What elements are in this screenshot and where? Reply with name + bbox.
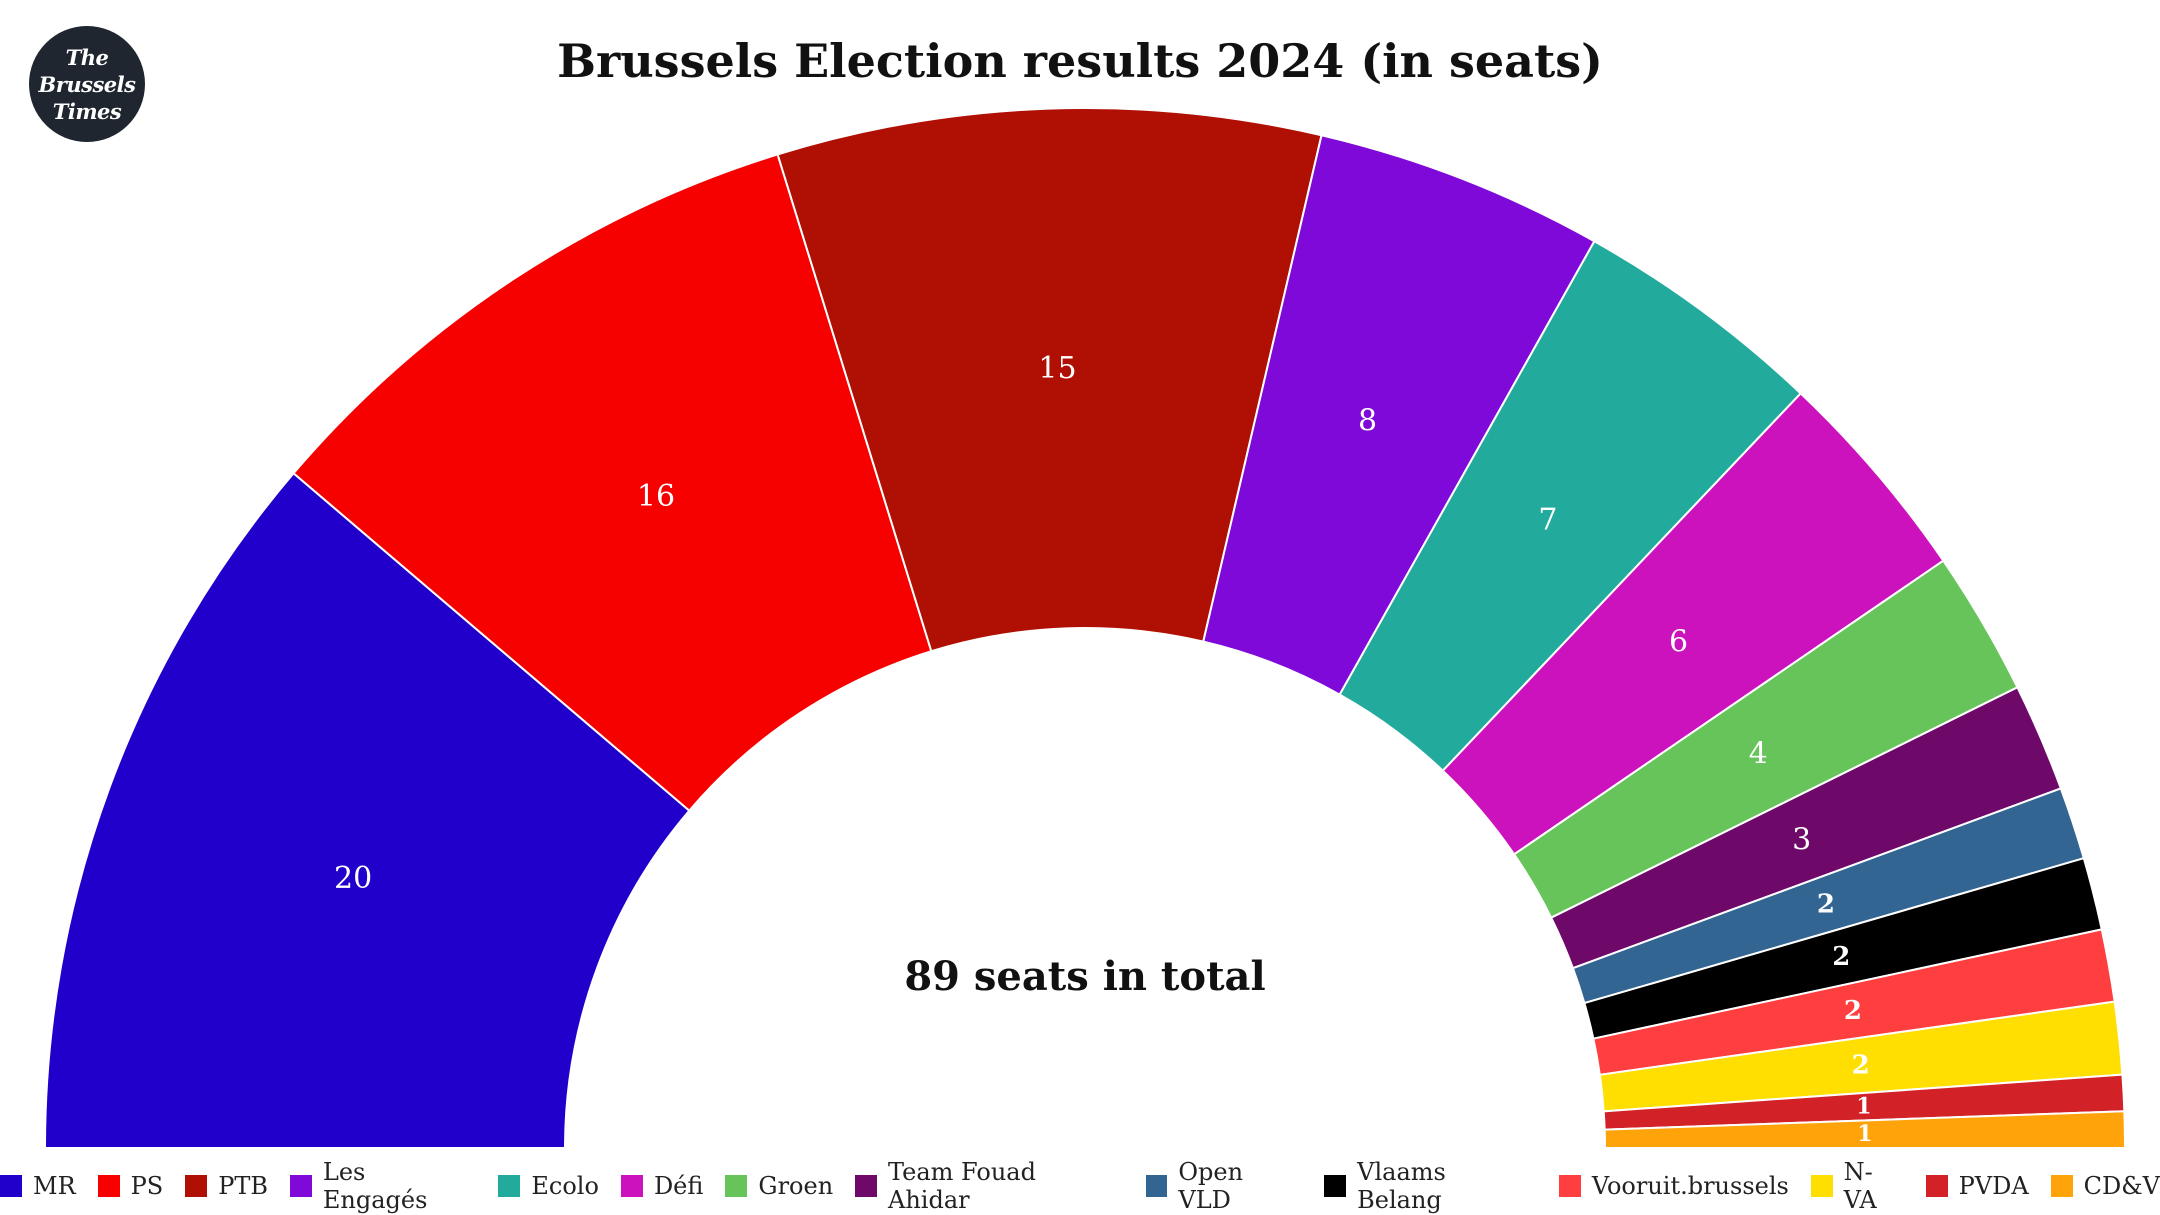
slice-d-fi bbox=[1441, 391, 1945, 856]
legend-item: PTB bbox=[185, 1158, 268, 1214]
slice-value-label: 3 bbox=[1792, 822, 1811, 857]
legend-label: PS bbox=[130, 1172, 164, 1200]
slice-value-label: 8 bbox=[1358, 403, 1377, 438]
slice-value-label: 20 bbox=[334, 861, 372, 896]
slice-les-engag-s bbox=[1202, 134, 1596, 697]
legend-label: Team Fouad Ahidar bbox=[888, 1158, 1036, 1214]
legend-item: MR bbox=[0, 1158, 76, 1214]
legend-item: Open VLD bbox=[1145, 1158, 1303, 1214]
legend-label: PVDA bbox=[1958, 1172, 2029, 1200]
slice-value-label: 4 bbox=[1749, 737, 1768, 772]
legend-label: Ecolo bbox=[531, 1172, 599, 1200]
slice-value-label: 7 bbox=[1538, 503, 1557, 538]
legend-swatch bbox=[855, 1175, 877, 1197]
legend-item: Défi bbox=[620, 1158, 704, 1214]
legend-label: Vlaams Belang bbox=[1357, 1158, 1446, 1214]
slices-group bbox=[43, 107, 2127, 1149]
logo-line: Times bbox=[52, 98, 122, 124]
legend-label: Défi bbox=[653, 1172, 704, 1200]
legend-item: Groen bbox=[725, 1158, 833, 1214]
legend-swatch bbox=[185, 1175, 208, 1197]
slice-cd-v bbox=[1603, 1110, 2127, 1149]
logo-line: The bbox=[65, 44, 109, 70]
slice-value-label: 15 bbox=[1038, 351, 1076, 386]
legend-label: CD&V bbox=[2083, 1172, 2160, 1200]
legend-item: Vlaams Belang bbox=[1324, 1158, 1537, 1214]
legend-swatch bbox=[1324, 1175, 1347, 1197]
legend-swatch bbox=[1558, 1175, 1581, 1197]
slice-value-label: 6 bbox=[1669, 624, 1688, 659]
slice-labels-group: 20 16 15 8 7 6 4 3 2 2 2 2 11 bbox=[334, 351, 1873, 1147]
legend: MR PS PTB Les Engagés Ecolo Défi Groen Team Fou… bbox=[0, 1158, 2160, 1214]
legend-label: PTB bbox=[218, 1172, 269, 1200]
brussels-times-logo: The Brussels Times bbox=[29, 26, 145, 142]
legend-item: Vooruit.brussels bbox=[1558, 1158, 1789, 1214]
legend-swatch bbox=[725, 1175, 748, 1197]
legend-swatch bbox=[0, 1175, 22, 1197]
slice-value-label: 2 bbox=[1817, 889, 1835, 919]
slice-ecolo bbox=[1338, 239, 1803, 773]
center-label: 89 seats in total bbox=[904, 953, 1265, 1000]
legend-label: Open VLD bbox=[1178, 1158, 1244, 1214]
legend-item: Ecolo bbox=[498, 1158, 599, 1214]
slice-value-label: 1 bbox=[1857, 1121, 1872, 1147]
slice-value-label: 1 bbox=[1856, 1094, 1871, 1120]
slice-value-label: 2 bbox=[1832, 942, 1850, 972]
legend-item: Les Engagés bbox=[290, 1158, 476, 1214]
legend-item: PVDA bbox=[1925, 1158, 2029, 1214]
legend-swatch bbox=[1810, 1175, 1833, 1197]
legend-label: N-VA bbox=[1843, 1158, 1877, 1214]
legend-item: CD&V bbox=[2050, 1158, 2160, 1214]
slice-ptb bbox=[776, 107, 1323, 653]
slice-ps bbox=[292, 153, 933, 813]
legend-label: MR bbox=[33, 1172, 76, 1200]
legend-swatch bbox=[97, 1175, 120, 1197]
legend-item: PS bbox=[97, 1158, 164, 1214]
slice-mr bbox=[43, 471, 691, 1149]
slice-value-label: 2 bbox=[1852, 1051, 1870, 1081]
slice-value-label: 2 bbox=[1844, 996, 1862, 1026]
legend-item: N-VA bbox=[1810, 1158, 1904, 1214]
legend-item: Team Fouad Ahidar bbox=[855, 1158, 1123, 1214]
legend-swatch bbox=[2050, 1175, 2073, 1197]
legend-swatch bbox=[1925, 1175, 1948, 1197]
legend-swatch bbox=[1145, 1175, 1168, 1197]
slice-value-label: 16 bbox=[637, 479, 675, 514]
chart-title: Brussels Election results 2024 (in seats… bbox=[557, 34, 1603, 88]
legend-label: Les Engagés bbox=[322, 1158, 428, 1214]
legend-label: Vooruit.brussels bbox=[1591, 1172, 1789, 1200]
legend-swatch bbox=[620, 1175, 643, 1197]
legend-swatch bbox=[498, 1175, 521, 1197]
legend-label: Groen bbox=[758, 1172, 834, 1200]
legend-swatch bbox=[290, 1175, 312, 1197]
logo-line: Brussels bbox=[38, 71, 136, 97]
